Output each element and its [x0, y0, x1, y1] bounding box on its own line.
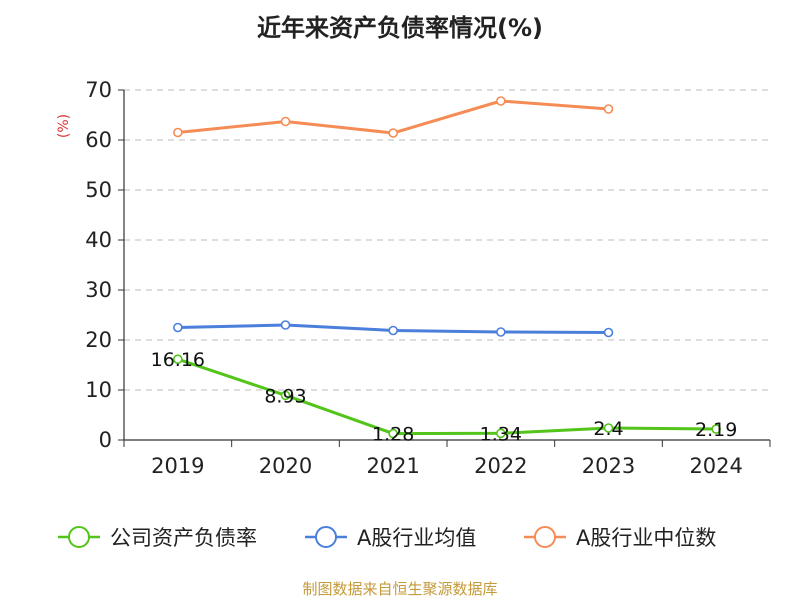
data-point: [388, 325, 398, 336]
data-labels: 16.16 8.93 1.28 1.34 2.4 2.19: [151, 349, 738, 445]
data-label: 2.19: [695, 419, 737, 441]
y-tick-label: 60: [85, 128, 112, 152]
data-label: 1.34: [480, 423, 522, 445]
data-label: 8.93: [264, 385, 306, 407]
data-point: [280, 116, 291, 127]
y-tick-label: 20: [85, 328, 112, 352]
y-tick-label: 10: [85, 378, 112, 402]
data-point: [173, 354, 183, 365]
y-tick-label: 70: [85, 78, 112, 102]
legend-marker: [68, 526, 90, 548]
data-point: [280, 390, 291, 401]
x-tick-label: 2019: [151, 454, 204, 478]
data-point: [173, 322, 183, 333]
data-point: [603, 104, 614, 114]
y-axis-label: (%): [56, 114, 72, 138]
data-point: [496, 428, 506, 439]
data-point: [496, 327, 506, 337]
data-point: [388, 428, 398, 439]
data-label: 16.16: [151, 349, 205, 371]
x-tick-label: 2024: [689, 454, 742, 478]
data-point: [280, 320, 291, 330]
data-source-note: 制图数据来自恒生聚源数据库: [302, 580, 498, 598]
data-point: [496, 96, 506, 106]
x-tick-label: 2020: [259, 454, 312, 478]
legend: 公司资产负债率 A股行业均值 A股行业中位数: [58, 526, 716, 550]
axes: 0 10 20 30 40 50 60 70 (%) 2019 2020 2021 2022 2023 20…: [56, 78, 771, 478]
legend-label: A股行业中位数: [576, 526, 716, 550]
data-point: [173, 127, 183, 138]
y-tick-label: 40: [85, 228, 112, 252]
data-point: [603, 423, 614, 433]
y-tick-label: 0: [99, 428, 112, 452]
data-point: [711, 424, 721, 434]
y-tick-label: 30: [85, 278, 112, 302]
data-label: 1.28: [372, 424, 414, 446]
data-label: 2.4: [593, 418, 623, 440]
x-tick-label: 2021: [366, 454, 419, 478]
series-line: [177, 357, 717, 436]
series-line: [177, 99, 609, 135]
y-tick-label: 50: [85, 178, 112, 202]
grid-lines: [124, 89, 770, 391]
legend-label: A股行业均值: [357, 526, 476, 550]
series-lines: [173, 96, 721, 439]
legend-marker: [315, 526, 337, 548]
data-point: [388, 128, 398, 138]
legend-label: 公司资产负债率: [110, 526, 257, 550]
chart-title: 近年来资产负债率情况(%): [257, 14, 543, 42]
legend-marker: [534, 526, 556, 548]
x-tick-label: 2022: [474, 454, 527, 478]
data-point: [603, 327, 614, 338]
x-tick-label: 2023: [582, 454, 635, 478]
